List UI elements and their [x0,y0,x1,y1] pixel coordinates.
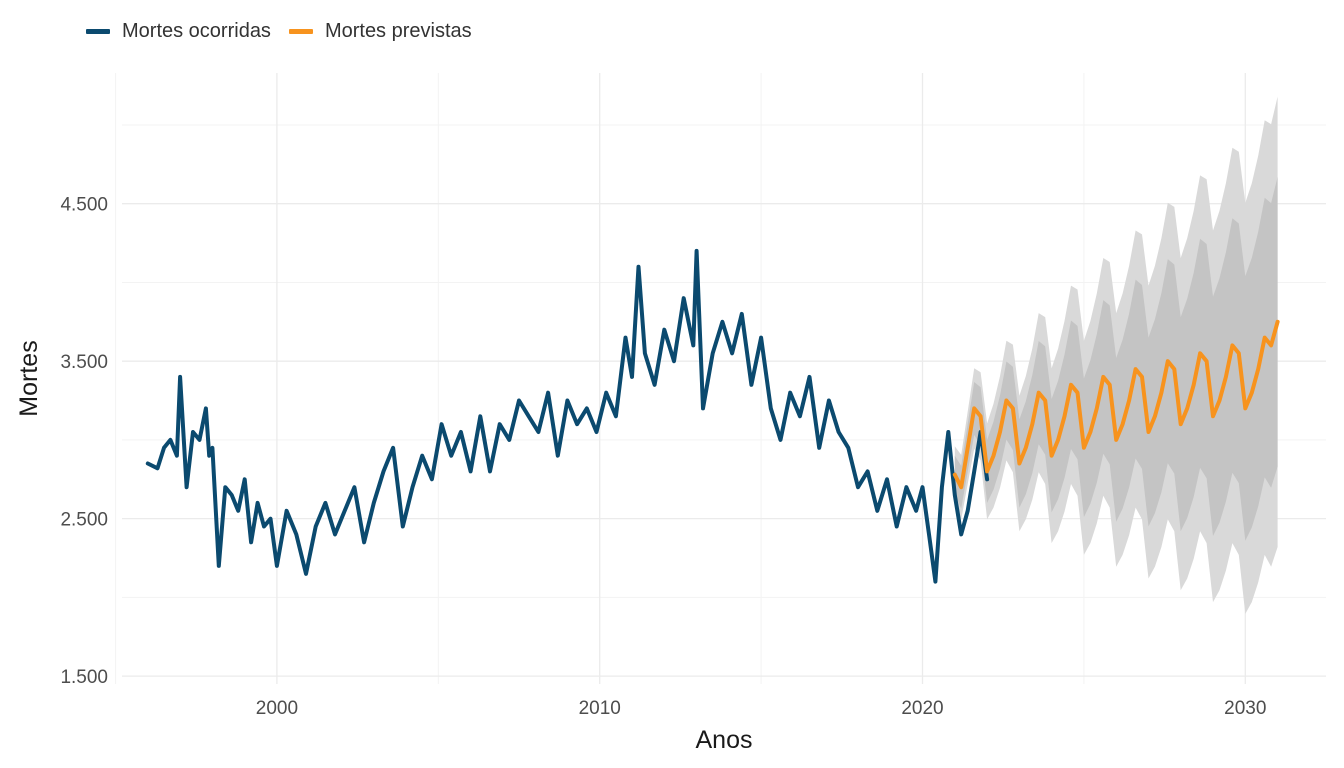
observed-series-line [145,248,990,584]
y-tick-label: 2.500 [60,510,108,531]
forecast-intervals [954,96,1278,614]
y-tick-label: 4.500 [60,195,108,216]
interval-80-band [954,176,1278,541]
y-tick-label: 3.500 [60,352,108,373]
y-tick-label: 1.500 [60,667,108,688]
forecast-series-line [952,319,1280,490]
y-axis-title: Mortes [15,340,43,416]
interval-95-band [954,96,1278,614]
legend-item-forecast: Mortes previstas [288,19,472,43]
legend: Mortes ocorridas Mortes previstas [86,18,472,44]
legend-item-observed: Mortes ocorridas [86,20,271,43]
axes: 2000 2010 2020 2030 1.500 2.500 3.500 4.500 Anos… [15,195,1266,754]
x-tick-label: 2010 [579,698,621,719]
grid [115,73,1326,684]
x-axis-title: Anos [696,726,753,754]
legend-swatch-observed [86,28,110,34]
x-tick-label: 2020 [901,698,943,719]
legend-label-observed: Mortes ocorridas [122,19,271,42]
legend-label-forecast: Mortes previstas [324,19,472,42]
legend-swatch-forecast [288,28,313,34]
series [145,248,1280,584]
x-tick-label: 2030 [1224,698,1266,719]
x-tick-label: 2000 [256,698,298,719]
